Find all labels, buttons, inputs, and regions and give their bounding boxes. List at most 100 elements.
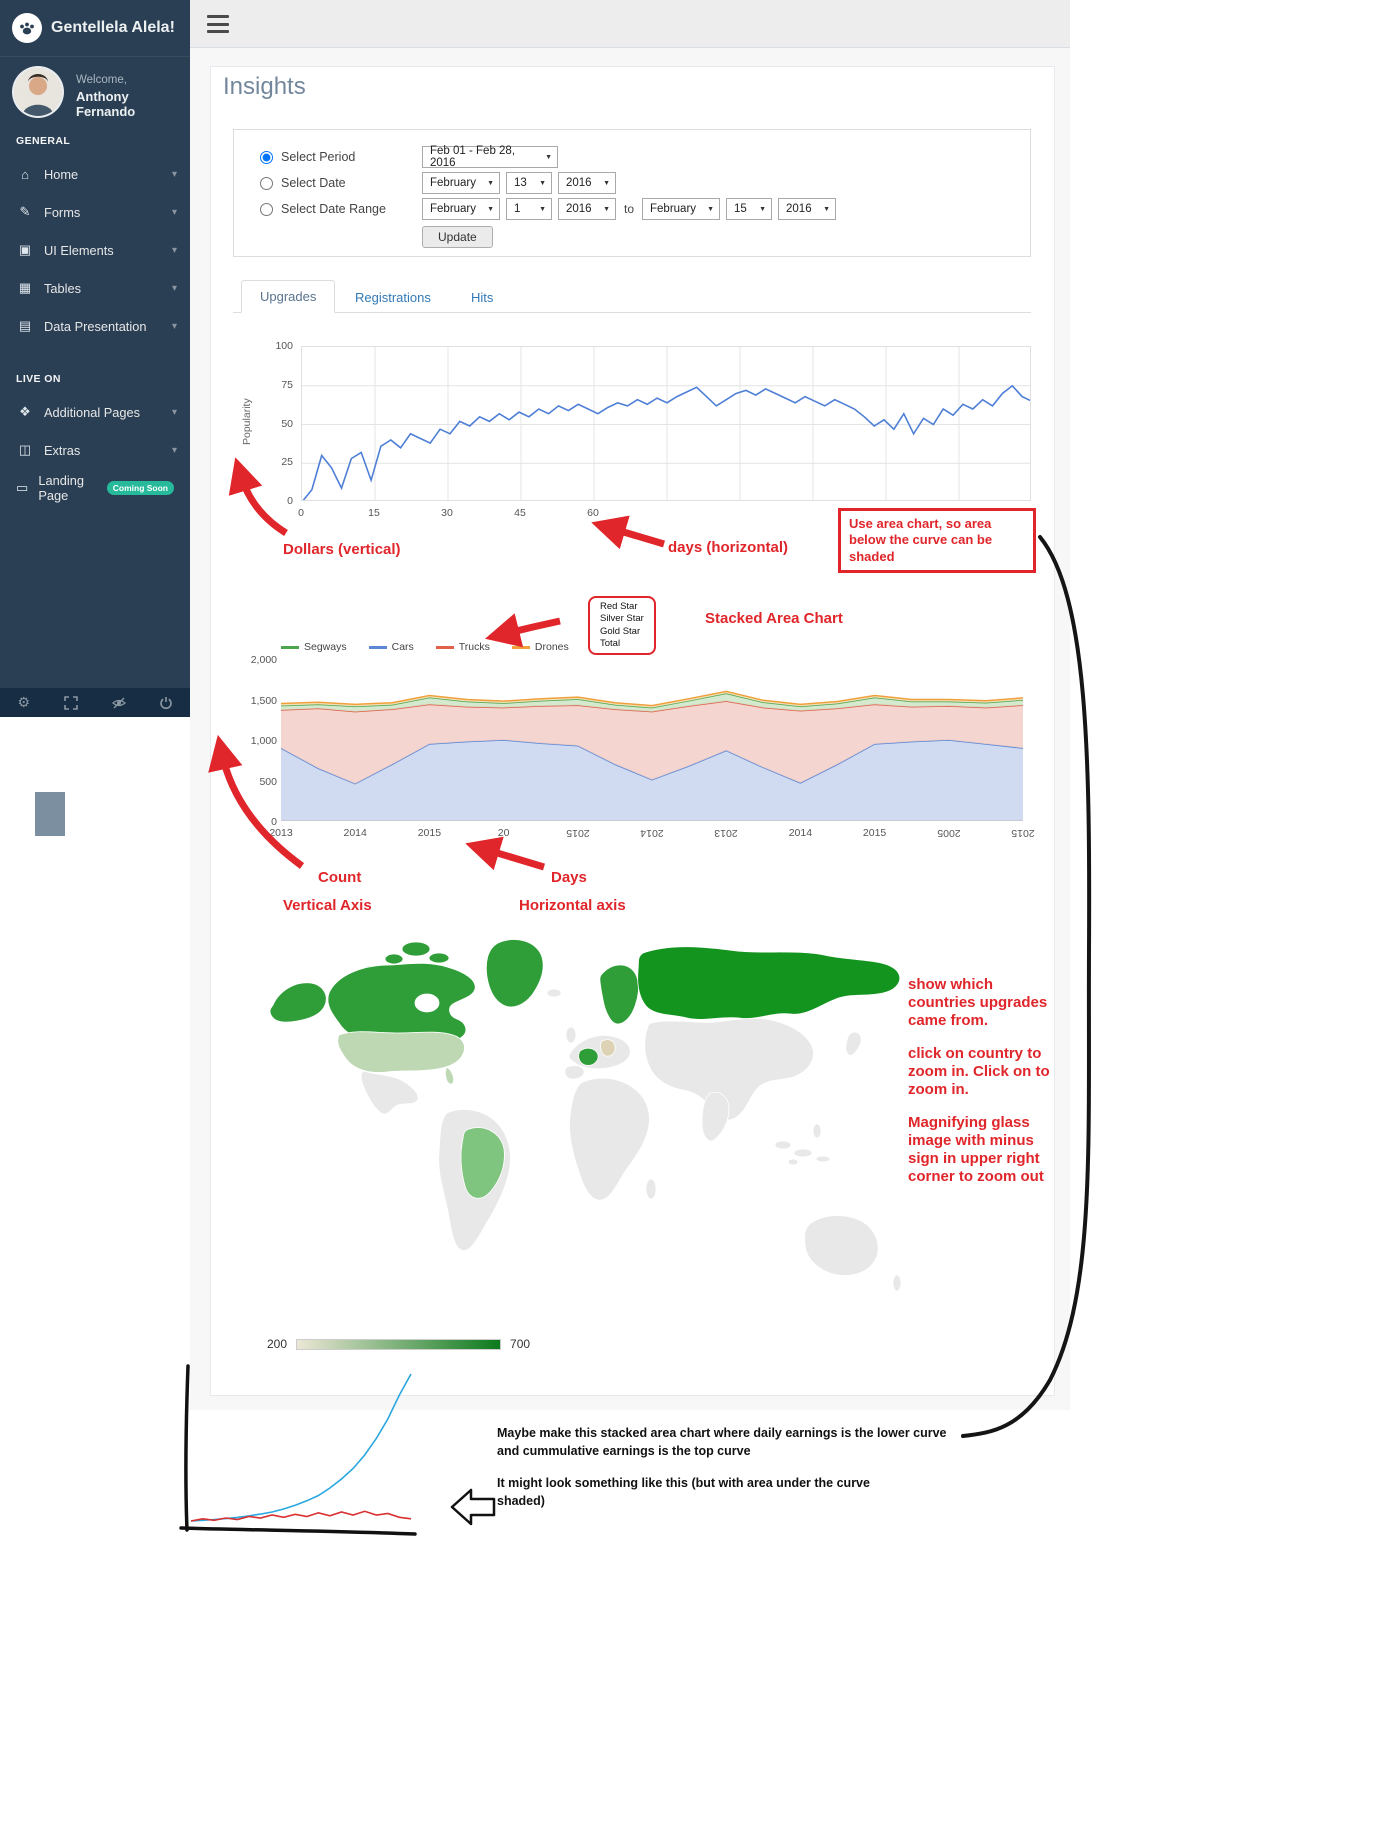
legend-item-segways: Segways xyxy=(281,641,347,653)
update-button[interactable]: Update xyxy=(422,226,493,248)
tab-registrations[interactable]: Registrations xyxy=(355,290,431,305)
legend-box-line: Gold Star xyxy=(600,625,641,637)
select-date-radio[interactable]: Select Date xyxy=(260,176,422,190)
region-scandinavia[interactable] xyxy=(599,964,639,1025)
sidebar-item-ui-elements[interactable]: ▣ UI Elements ▾ xyxy=(0,231,190,269)
tab-hits[interactable]: Hits xyxy=(471,290,494,305)
sidebar-item-additional-pages[interactable]: ❖ Additional Pages ▾ xyxy=(0,393,190,431)
tab-bar: Upgrades Registrations Hits xyxy=(233,279,1031,313)
country-madagascar[interactable] xyxy=(645,1178,657,1200)
x-tick: 2015 xyxy=(417,827,442,839)
sketch-note: It might look something like this (but w… xyxy=(497,1476,870,1509)
period-select[interactable]: Feb 01 - Feb 28, 2016 ▼ xyxy=(422,145,558,169)
eye-slash-icon[interactable] xyxy=(95,688,143,717)
map-note-3: Magnifying glass image with minus sign i… xyxy=(908,1114,1044,1185)
legend-box-line: Red Star xyxy=(600,601,638,612)
sidebar-item-home[interactable]: ⌂ Home ▾ xyxy=(0,155,190,193)
dollars-vertical-note: Dollars (vertical) xyxy=(283,541,401,558)
select-date-range-radio[interactable]: Select Date Range xyxy=(260,202,422,216)
y-tick: 75 xyxy=(281,378,293,391)
map-gradient-bar xyxy=(296,1338,502,1350)
sidebar-item-landing-page[interactable]: ▭ Landing Page Coming Soon xyxy=(0,469,190,507)
country-russia[interactable] xyxy=(637,946,901,1020)
country-iceland[interactable] xyxy=(546,988,562,998)
country-mexico[interactable] xyxy=(360,1070,419,1115)
region-indonesia[interactable] xyxy=(774,1123,831,1166)
country-greenland[interactable] xyxy=(485,939,544,1008)
range-to-day-select[interactable]: 15 ▼ xyxy=(726,198,773,220)
country-japan[interactable] xyxy=(845,1031,862,1056)
date-year-select[interactable]: 2016 ▼ xyxy=(558,172,616,194)
sidebar-item-tables[interactable]: ▦ Tables ▾ xyxy=(0,269,190,307)
legend-swatch xyxy=(435,645,454,649)
horizontal-axis-note: Horizontal axis xyxy=(519,897,626,914)
sidebar-item-forms[interactable]: ✎ Forms ▾ xyxy=(0,193,190,231)
user-profile: Welcome, Anthony Fernando xyxy=(0,57,190,123)
country-india[interactable] xyxy=(701,1091,730,1142)
y-tick: 1,000 xyxy=(250,735,277,747)
world-map[interactable] xyxy=(251,931,911,1331)
sketch-x-axis xyxy=(179,1526,417,1536)
sidebar-item-label: Tables xyxy=(44,280,81,296)
date-month-select[interactable]: February ▼ xyxy=(422,172,500,194)
power-off-icon[interactable] xyxy=(143,688,191,717)
menu-toggle-icon[interactable] xyxy=(207,15,229,33)
x-tick: 45 xyxy=(514,507,526,519)
select-date-label: Select Date xyxy=(281,176,346,190)
country-australia[interactable] xyxy=(804,1215,879,1276)
brand-title: Gentellela Alela! xyxy=(51,19,175,36)
x-tick: 2005 xyxy=(937,827,961,839)
y-tick: 25 xyxy=(281,456,293,469)
map-legend-max: 700 xyxy=(510,1337,531,1351)
region-europe[interactable] xyxy=(568,1034,631,1070)
date-filter-box: Select Period Feb 01 - Feb 28, 2016 ▼ Sel… xyxy=(233,129,1031,257)
stacked-chart-legend: Segways Cars Trucks Drones xyxy=(281,641,569,653)
country-spain[interactable] xyxy=(564,1065,585,1080)
select-period-radio[interactable]: Select Period xyxy=(260,150,422,164)
region-asia[interactable] xyxy=(644,1017,814,1121)
welcome-label: Welcome, xyxy=(76,74,127,86)
select-date-range-label: Select Date Range xyxy=(281,202,386,216)
country-uk[interactable] xyxy=(565,1026,577,1044)
windows-icon: ◫ xyxy=(18,442,32,457)
sidebar-item-label: Additional Pages xyxy=(44,404,141,420)
range-from-year-select[interactable]: 2016 ▼ xyxy=(558,198,616,220)
brand[interactable]: Gentellela Alela! xyxy=(0,0,190,57)
paw-logo-icon xyxy=(12,13,42,43)
map-note-1: show which countries upgrades came from. xyxy=(908,976,1048,1029)
select-date-radio-input[interactable] xyxy=(260,176,273,190)
range-to-year-select[interactable]: 2016 ▼ xyxy=(778,198,837,220)
country-usa-florida[interactable] xyxy=(444,1066,455,1085)
days-horizontal-note: days (horizontal) xyxy=(668,539,789,556)
country-germany[interactable] xyxy=(600,1039,616,1057)
country-africa[interactable] xyxy=(569,1077,650,1201)
laptop-icon: ▭ xyxy=(16,480,29,495)
days-note: Days xyxy=(551,869,587,886)
country-france[interactable] xyxy=(578,1047,599,1066)
avatar[interactable] xyxy=(12,66,64,118)
to-label: to xyxy=(624,202,635,216)
caret-icon: ▼ xyxy=(545,153,552,161)
range-from-month-select[interactable]: February ▼ xyxy=(422,198,500,220)
range-to-month-select[interactable]: February ▼ xyxy=(642,198,721,220)
ui-artifact-square xyxy=(35,792,65,836)
settings-gear-icon[interactable]: ⚙ xyxy=(17,694,31,710)
x-tick: 2014 xyxy=(640,827,664,839)
country-alaska[interactable] xyxy=(269,982,327,1023)
sidebar-item-extras[interactable]: ◫ Extras ▾ xyxy=(0,431,190,469)
date-day-select[interactable]: 13 ▼ xyxy=(506,172,552,194)
fullscreen-icon[interactable] xyxy=(48,688,96,717)
sidebar-item-data-presentation[interactable]: ▤ Data Presentation ▾ xyxy=(0,307,190,345)
legend-swatch xyxy=(368,645,387,649)
tab-upgrades[interactable]: Upgrades xyxy=(241,280,336,313)
country-brazil[interactable] xyxy=(460,1127,505,1199)
left-block-arrow xyxy=(450,1488,496,1526)
sidebar-item-label: Forms xyxy=(44,204,81,220)
select-date-range-radio-input[interactable] xyxy=(260,202,273,216)
x-tick: 2013 xyxy=(714,827,738,839)
country-new-zealand[interactable] xyxy=(892,1274,902,1292)
range-from-day-select[interactable]: 1 ▼ xyxy=(506,198,552,220)
x-tick: 20 xyxy=(497,827,510,839)
select-period-radio-input[interactable] xyxy=(260,150,273,164)
country-usa[interactable] xyxy=(337,1031,465,1073)
